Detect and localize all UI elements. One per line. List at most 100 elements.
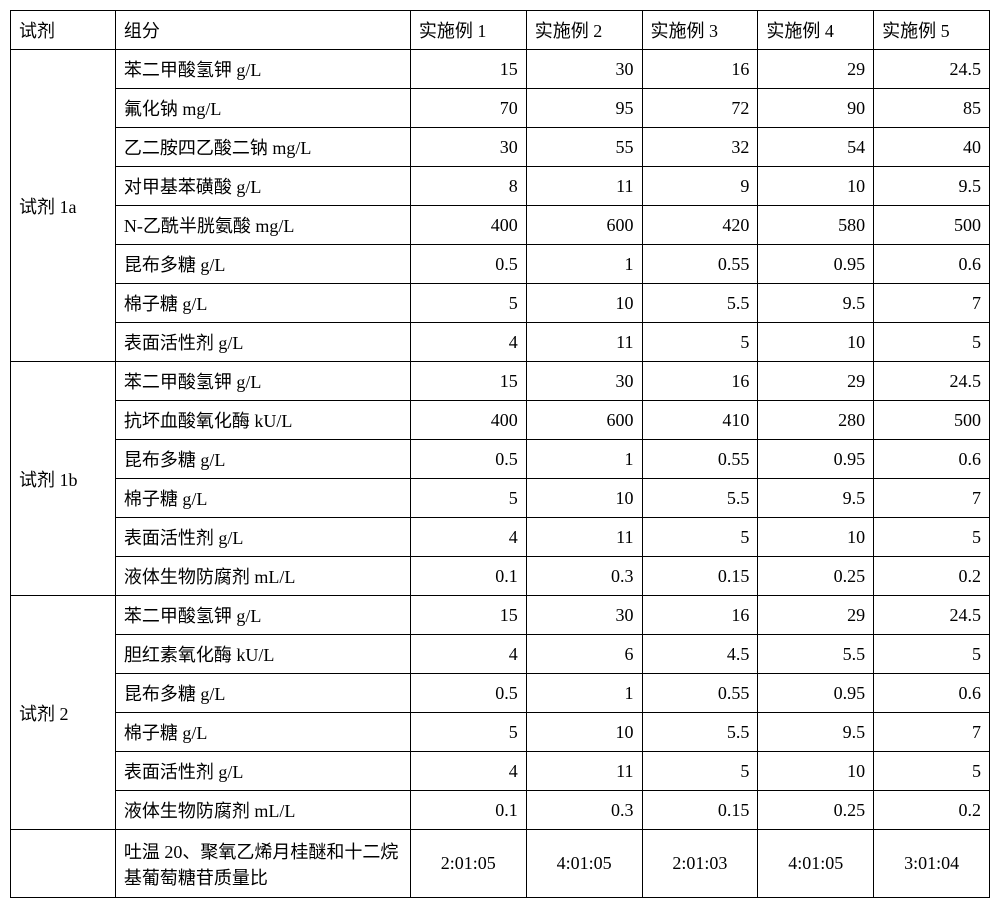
table-row: 试剂 1b苯二甲酸氢钾 g/L1530162924.5	[11, 362, 990, 401]
value-cell: 5	[642, 518, 758, 557]
table-row: 液体生物防腐剂 mL/L0.10.30.150.250.2	[11, 557, 990, 596]
component-label: 乙二胺四乙酸二钠 mg/L	[115, 128, 410, 167]
value-cell: 5.5	[642, 713, 758, 752]
header-component: 组分	[115, 11, 410, 50]
value-cell: 0.3	[526, 791, 642, 830]
value-cell: 11	[526, 752, 642, 791]
table-row: 昆布多糖 g/L0.510.550.950.6	[11, 674, 990, 713]
value-cell: 0.95	[758, 245, 874, 284]
value-cell: 70	[410, 89, 526, 128]
table-row: 表面活性剂 g/L4115105	[11, 323, 990, 362]
value-cell: 55	[526, 128, 642, 167]
value-cell: 10	[526, 713, 642, 752]
value-cell: 16	[642, 596, 758, 635]
value-cell: 7	[874, 284, 990, 323]
value-cell: 4	[410, 518, 526, 557]
component-label: 表面活性剂 g/L	[115, 323, 410, 362]
value-cell: 5	[410, 284, 526, 323]
component-label: 棉子糖 g/L	[115, 284, 410, 323]
component-label: 抗坏血酸氧化酶 kU/L	[115, 401, 410, 440]
ratio-value-cell: 2:01:05	[410, 830, 526, 898]
value-cell: 5	[642, 323, 758, 362]
component-label: 液体生物防腐剂 mL/L	[115, 557, 410, 596]
value-cell: 24.5	[874, 362, 990, 401]
value-cell: 30	[526, 596, 642, 635]
component-label: 胆红素氧化酶 kU/L	[115, 635, 410, 674]
table-row: 试剂 2苯二甲酸氢钾 g/L1530162924.5	[11, 596, 990, 635]
value-cell: 10	[526, 479, 642, 518]
value-cell: 0.5	[410, 440, 526, 479]
table-row: 表面活性剂 g/L4115105	[11, 518, 990, 557]
value-cell: 0.3	[526, 557, 642, 596]
value-cell: 10	[758, 752, 874, 791]
value-cell: 8	[410, 167, 526, 206]
value-cell: 0.25	[758, 791, 874, 830]
header-ex3: 实施例 3	[642, 11, 758, 50]
value-cell: 600	[526, 206, 642, 245]
value-cell: 500	[874, 401, 990, 440]
value-cell: 0.95	[758, 674, 874, 713]
value-cell: 5	[874, 635, 990, 674]
component-label: 棉子糖 g/L	[115, 479, 410, 518]
value-cell: 0.95	[758, 440, 874, 479]
value-cell: 5	[874, 518, 990, 557]
table-row: 表面活性剂 g/L4115105	[11, 752, 990, 791]
value-cell: 9.5	[758, 713, 874, 752]
value-cell: 0.55	[642, 674, 758, 713]
table-row: 液体生物防腐剂 mL/L0.10.30.150.250.2	[11, 791, 990, 830]
header-ex5: 实施例 5	[874, 11, 990, 50]
value-cell: 400	[410, 401, 526, 440]
value-cell: 7	[874, 713, 990, 752]
value-cell: 10	[758, 518, 874, 557]
table-row: 棉子糖 g/L5105.59.57	[11, 479, 990, 518]
header-ex4: 实施例 4	[758, 11, 874, 50]
value-cell: 15	[410, 50, 526, 89]
table-row: N-乙酰半胱氨酸 mg/L400600420580500	[11, 206, 990, 245]
value-cell: 11	[526, 167, 642, 206]
ratio-row: 吐温 20、聚氧乙烯月桂醚和十二烷基葡萄糖苷质量比2:01:054:01:052…	[11, 830, 990, 898]
value-cell: 5	[410, 713, 526, 752]
component-label: 昆布多糖 g/L	[115, 674, 410, 713]
value-cell: 5.5	[642, 479, 758, 518]
table-body: 试剂 1a苯二甲酸氢钾 g/L1530162924.5氟化钠 mg/L70957…	[11, 50, 990, 898]
value-cell: 0.6	[874, 674, 990, 713]
value-cell: 9.5	[874, 167, 990, 206]
value-cell: 9.5	[758, 479, 874, 518]
component-label: 液体生物防腐剂 mL/L	[115, 791, 410, 830]
value-cell: 600	[526, 401, 642, 440]
ratio-value-cell: 2:01:03	[642, 830, 758, 898]
value-cell: 85	[874, 89, 990, 128]
value-cell: 0.55	[642, 440, 758, 479]
value-cell: 1	[526, 674, 642, 713]
ratio-value-cell: 3:01:04	[874, 830, 990, 898]
table-row: 胆红素氧化酶 kU/L464.55.55	[11, 635, 990, 674]
value-cell: 4	[410, 752, 526, 791]
value-cell: 4	[410, 323, 526, 362]
value-cell: 5	[874, 323, 990, 362]
value-cell: 0.2	[874, 557, 990, 596]
value-cell: 0.5	[410, 674, 526, 713]
value-cell: 0.1	[410, 791, 526, 830]
value-cell: 1	[526, 245, 642, 284]
value-cell: 0.6	[874, 440, 990, 479]
component-label: 表面活性剂 g/L	[115, 518, 410, 557]
value-cell: 4.5	[642, 635, 758, 674]
value-cell: 9	[642, 167, 758, 206]
value-cell: 40	[874, 128, 990, 167]
value-cell: 5.5	[758, 635, 874, 674]
value-cell: 0.15	[642, 791, 758, 830]
value-cell: 10	[758, 323, 874, 362]
value-cell: 29	[758, 50, 874, 89]
value-cell: 500	[874, 206, 990, 245]
ratio-component-label: 吐温 20、聚氧乙烯月桂醚和十二烷基葡萄糖苷质量比	[115, 830, 410, 898]
value-cell: 11	[526, 518, 642, 557]
value-cell: 0.5	[410, 245, 526, 284]
header-ex1: 实施例 1	[410, 11, 526, 50]
value-cell: 32	[642, 128, 758, 167]
value-cell: 5	[642, 752, 758, 791]
value-cell: 54	[758, 128, 874, 167]
reagent-table: 试剂 组分 实施例 1 实施例 2 实施例 3 实施例 4 实施例 5 试剂 1…	[10, 10, 990, 898]
table-header-row: 试剂 组分 实施例 1 实施例 2 实施例 3 实施例 4 实施例 5	[11, 11, 990, 50]
value-cell: 400	[410, 206, 526, 245]
value-cell: 0.1	[410, 557, 526, 596]
